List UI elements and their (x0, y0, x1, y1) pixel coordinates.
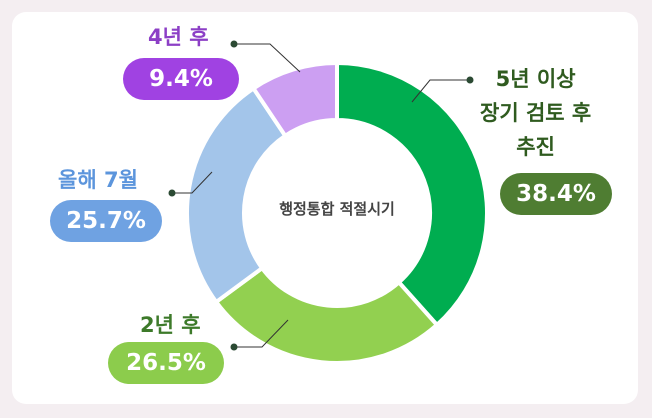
value-label: 38.4% (500, 173, 612, 215)
leader-line (234, 43, 301, 73)
value-label: 9.4% (123, 58, 239, 100)
donut-slice (213, 265, 440, 365)
value-label: 26.5% (108, 342, 224, 384)
donut-slice (185, 85, 288, 305)
leader-dot (230, 343, 238, 351)
leader-line (234, 319, 289, 348)
donut-slice (335, 60, 489, 328)
donut-slice (250, 60, 339, 139)
category-label: 올해 7월 (58, 168, 138, 192)
leader-line (411, 79, 470, 103)
category-label: 2년 후 (140, 313, 201, 337)
leader-line (172, 171, 213, 194)
category-label: 5년 이상 장기 검토 후 추진 (480, 67, 592, 159)
leader-dot (466, 76, 474, 84)
leader-dot (230, 40, 238, 48)
center-label: 행정통합 적절시기 (279, 200, 395, 218)
leader-dot (168, 189, 176, 197)
value-label: 25.7% (50, 200, 162, 242)
category-label: 4년 후 (148, 25, 209, 49)
